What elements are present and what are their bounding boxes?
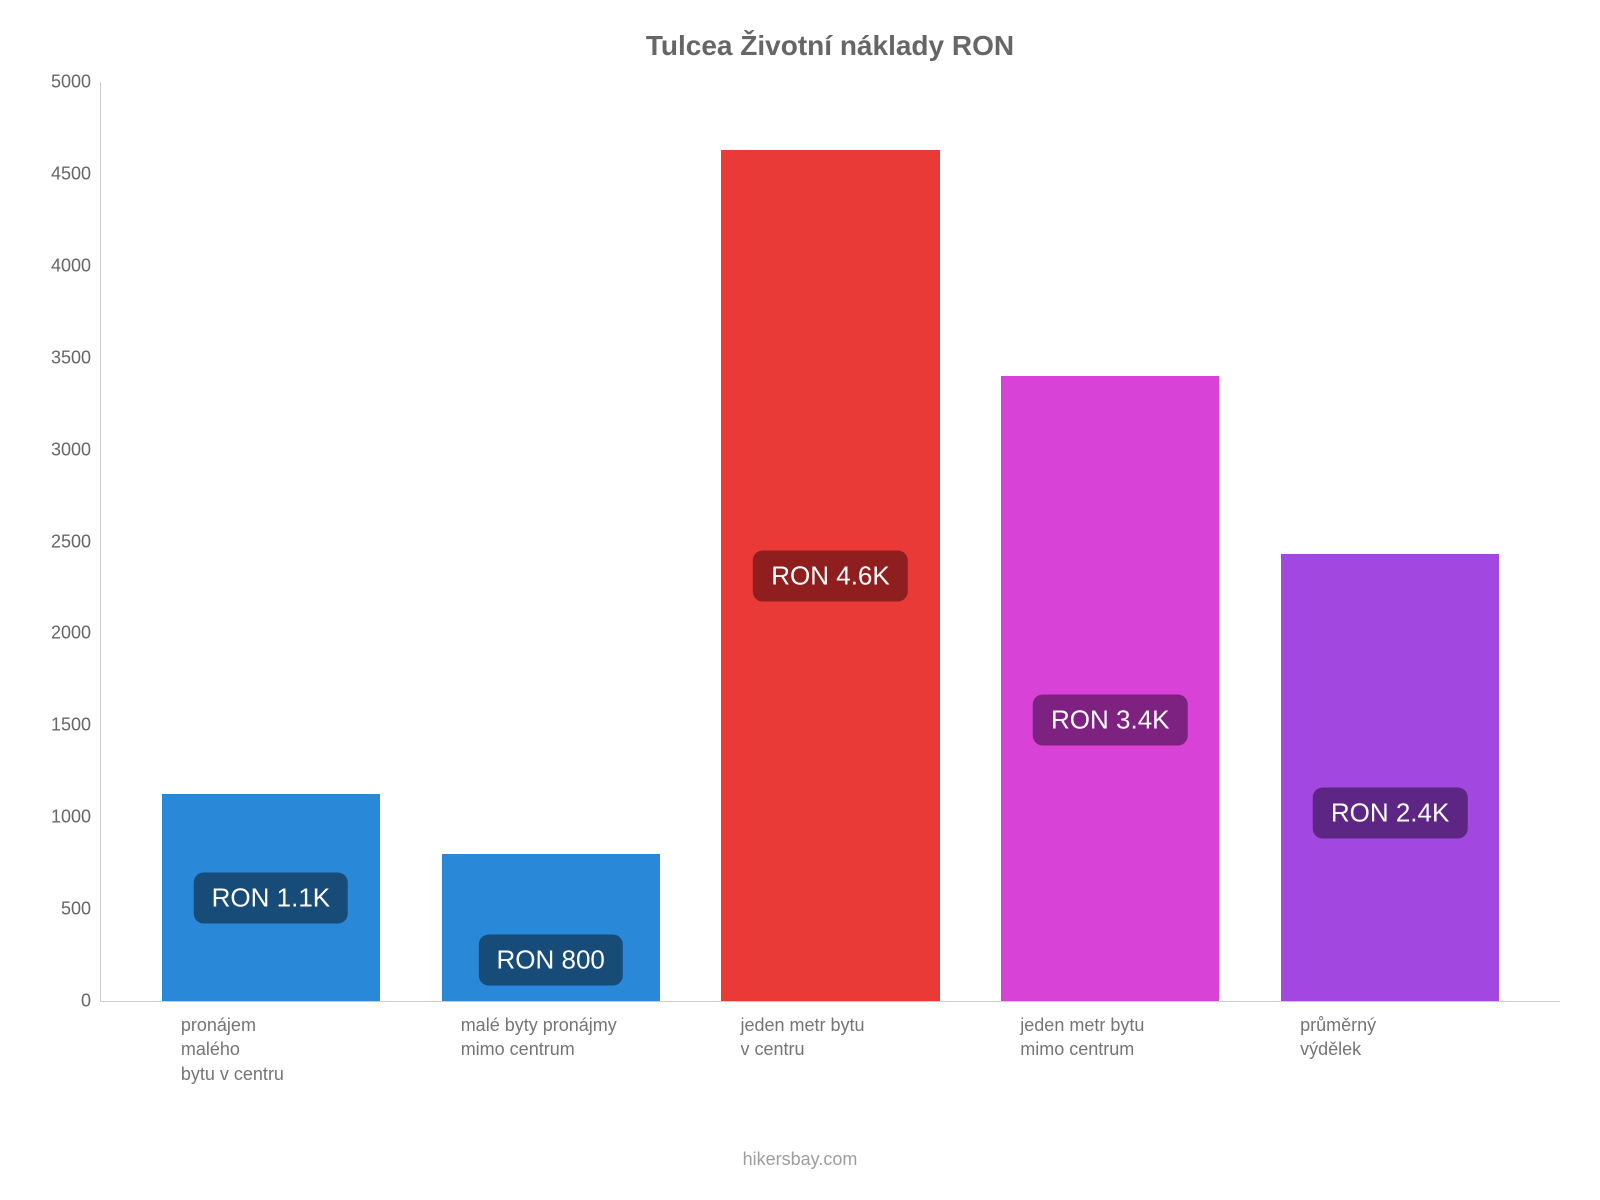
y-tick-label: 2000 — [41, 623, 91, 644]
bar-value-label: RON 1.1K — [194, 872, 349, 923]
bar-slot: RON 1.1K — [131, 82, 411, 1001]
x-tick-label: průměrnývýdělek — [1290, 1013, 1490, 1086]
bar: RON 3.4K — [1001, 376, 1219, 1001]
y-tick-label: 3500 — [41, 347, 91, 368]
bar-value-label: RON 4.6K — [753, 550, 908, 601]
chart-container: Tulcea Životní náklady RON 0500100015002… — [0, 0, 1600, 1200]
bar-value-label: RON 800 — [478, 934, 622, 985]
bar-slot: RON 4.6K — [691, 82, 971, 1001]
x-tick-label: pronájemmaléhobytu v centru — [171, 1013, 371, 1086]
bar: RON 2.4K — [1281, 554, 1499, 1001]
y-tick-label: 1500 — [41, 715, 91, 736]
chart-title: Tulcea Životní náklady RON — [100, 30, 1560, 62]
y-tick-label: 3000 — [41, 439, 91, 460]
bar: RON 800 — [442, 854, 660, 1001]
y-tick-label: 1000 — [41, 807, 91, 828]
bar: RON 1.1K — [162, 794, 380, 1001]
bar-slot: RON 800 — [411, 82, 691, 1001]
y-axis: 0500100015002000250030003500400045005000 — [41, 82, 91, 1001]
bars-area: RON 1.1K RON 800 RON 4.6K RON 3.4K RON 2.4K — [101, 82, 1560, 1001]
x-tick-label: malé byty pronájmymimo centrum — [451, 1013, 651, 1086]
bar-value-label: RON 2.4K — [1313, 788, 1468, 839]
x-tick-label: jeden metr bytumimo centrum — [1010, 1013, 1210, 1086]
bar-slot: RON 2.4K — [1250, 82, 1530, 1001]
y-tick-label: 5000 — [41, 72, 91, 93]
y-tick-label: 0 — [41, 991, 91, 1012]
y-tick-label: 2500 — [41, 531, 91, 552]
bar-value-label: RON 3.4K — [1033, 694, 1188, 745]
bar-slot: RON 3.4K — [970, 82, 1250, 1001]
attribution-text: hikersbay.com — [0, 1149, 1600, 1170]
x-axis-labels: pronájemmaléhobytu v centru malé byty pro… — [101, 1001, 1560, 1086]
y-tick-label: 4000 — [41, 255, 91, 276]
x-tick-label: jeden metr bytuv centru — [730, 1013, 930, 1086]
y-tick-label: 4500 — [41, 163, 91, 184]
bar: RON 4.6K — [721, 150, 939, 1001]
y-tick-label: 500 — [41, 899, 91, 920]
plot-area: 0500100015002000250030003500400045005000… — [100, 82, 1560, 1002]
